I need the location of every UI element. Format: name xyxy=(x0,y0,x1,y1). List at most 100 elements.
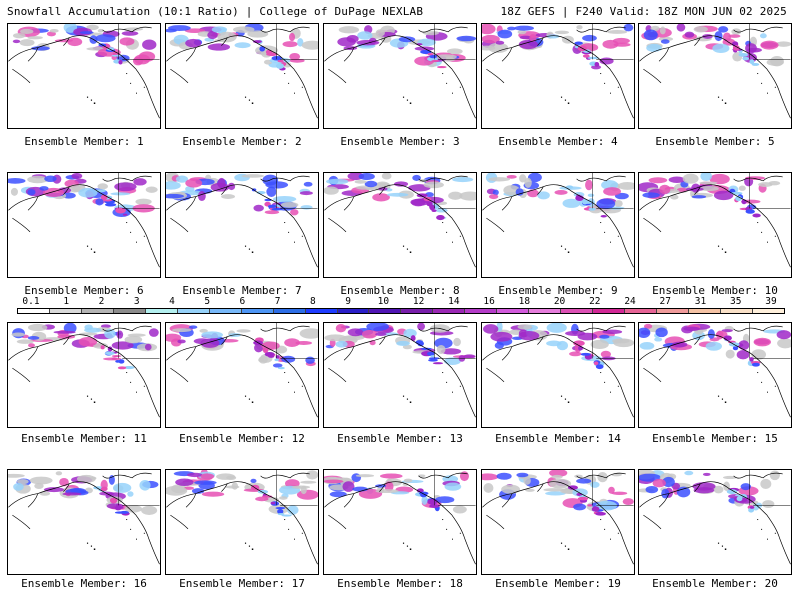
colorbar-cell xyxy=(625,309,658,313)
hawaii-islands xyxy=(244,96,254,104)
hawaii-islands xyxy=(244,245,254,253)
snowfall-shading xyxy=(639,323,791,367)
lake-dots xyxy=(126,372,145,393)
map-svg xyxy=(639,470,791,565)
hawaii-islands xyxy=(560,96,570,104)
ensemble-member-label: Ensemble Member: 3 xyxy=(340,135,460,148)
ensemble-map-panel xyxy=(323,172,477,278)
coastlines xyxy=(8,26,160,119)
snowfall-shading xyxy=(166,173,313,216)
lake-dots xyxy=(284,519,303,540)
ensemble-member-label: Ensemble Member: 6 xyxy=(24,284,144,297)
borders xyxy=(592,470,634,506)
colorbar-tick-label: 12 xyxy=(412,296,425,307)
map-title: Snowfall Accumulation (10:1 Ratio) | Col… xyxy=(7,5,424,18)
borders xyxy=(749,173,791,209)
colorbar-tick-label: 7 xyxy=(274,296,281,307)
hawaii-islands xyxy=(402,395,412,403)
colorbar-tick-label: 27 xyxy=(659,296,672,307)
ensemble-map-panel xyxy=(7,172,161,278)
colorbar-tick-label: 35 xyxy=(730,296,742,307)
coastlines xyxy=(639,472,791,565)
colorbar-cell xyxy=(18,309,50,313)
map-svg xyxy=(482,470,634,565)
colorbar-tick-label: 31 xyxy=(694,296,707,307)
colorbar-cell xyxy=(337,309,370,313)
snowfall-shading xyxy=(324,471,469,514)
colorbar-tick-label: 22 xyxy=(589,296,601,307)
snowfall-shading xyxy=(8,471,159,516)
colorbar: 0.1 1 2 3 4 5 6 7 8 9 10 12 14 16 18 20 22 24 27 31 35 39 xyxy=(17,296,785,316)
coastlines xyxy=(166,26,318,119)
map-svg xyxy=(324,470,476,565)
coastlines xyxy=(166,175,318,268)
snowfall-shading xyxy=(482,470,634,516)
ensemble-member-label: Ensemble Member: 8 xyxy=(340,284,460,297)
coastlines xyxy=(482,175,634,268)
colorbar-strip xyxy=(17,308,785,314)
colorbar-cell xyxy=(465,309,498,313)
snowfall-shading xyxy=(337,25,476,69)
coastlines xyxy=(8,472,160,565)
ensemble-map-panel xyxy=(7,23,161,129)
colorbar-cell xyxy=(113,309,146,313)
borders xyxy=(434,24,476,60)
borders xyxy=(434,173,476,209)
map-svg xyxy=(482,173,634,268)
coastlines xyxy=(639,325,791,418)
map-svg xyxy=(639,323,791,418)
coastlines xyxy=(166,472,318,565)
map-svg xyxy=(8,470,160,565)
hawaii-islands xyxy=(244,395,254,403)
coastlines xyxy=(324,472,476,565)
colorbar-cell xyxy=(305,309,338,313)
snowfall-shading xyxy=(166,24,318,71)
ensemble-member-label: Ensemble Member: 20 xyxy=(652,577,778,590)
ensemble-map-panel xyxy=(481,322,635,428)
snowfall-shading xyxy=(166,470,318,517)
hawaii-islands xyxy=(717,96,727,104)
colorbar-cell xyxy=(561,309,594,313)
borders xyxy=(118,323,160,359)
ensemble-member-label: Ensemble Member: 7 xyxy=(182,284,302,297)
ensemble-map-panel xyxy=(481,172,635,278)
borders xyxy=(592,173,634,209)
borders xyxy=(592,323,634,359)
borders xyxy=(434,470,476,506)
ensemble-map-panel xyxy=(165,23,319,129)
snowfall-shading xyxy=(8,173,158,218)
ensemble-member-label: Ensemble Member: 4 xyxy=(498,135,618,148)
borders xyxy=(276,24,318,60)
ensemble-member-label: Ensemble Member: 12 xyxy=(179,432,305,445)
colorbar-tick-label: 10 xyxy=(377,296,390,307)
borders xyxy=(118,470,160,506)
colorbar-cell xyxy=(752,309,784,313)
colorbar-cell xyxy=(241,309,274,313)
colorbar-cell xyxy=(49,309,82,313)
colorbar-cell xyxy=(529,309,562,313)
map-svg xyxy=(166,173,318,268)
map-svg xyxy=(482,323,634,418)
colorbar-cell xyxy=(209,309,242,313)
colorbar-cell xyxy=(401,309,434,313)
map-svg xyxy=(166,470,318,565)
colorbar-tick-label: 6 xyxy=(239,296,246,307)
lake-dots xyxy=(284,372,303,393)
map-svg xyxy=(8,173,160,268)
colorbar-cell xyxy=(593,309,626,313)
borders xyxy=(276,470,318,506)
ensemble-map-panel xyxy=(638,172,792,278)
ensemble-member-label: Ensemble Member: 18 xyxy=(337,577,463,590)
borders xyxy=(434,323,476,359)
snowfall-shading xyxy=(324,323,476,365)
lake-dots xyxy=(600,222,619,243)
borders xyxy=(749,470,791,506)
hawaii-islands xyxy=(86,395,96,403)
hawaii-islands xyxy=(86,96,96,104)
ensemble-member-label: Ensemble Member: 16 xyxy=(21,577,147,590)
ensemble-map-panel xyxy=(481,469,635,575)
colorbar-tick-label: 24 xyxy=(624,296,636,307)
lake-dots xyxy=(284,222,303,243)
ensemble-member-label: Ensemble Member: 10 xyxy=(652,284,778,297)
coastlines xyxy=(482,325,634,418)
